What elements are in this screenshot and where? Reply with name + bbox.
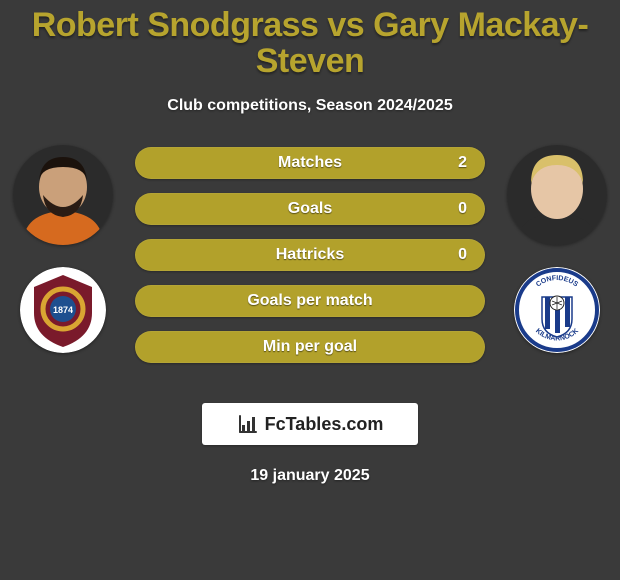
stat-bar: Goals 0 <box>135 193 485 225</box>
stat-bar-label: Matches <box>278 154 342 172</box>
stat-bar-value-right: 2 <box>458 154 467 172</box>
club-right-badge-svg: CONFIDEUS KILMARNOCK <box>514 267 600 353</box>
left-column: 1874 <box>8 145 118 353</box>
svg-text:1874: 1874 <box>53 305 73 315</box>
stat-bar-label: Goals per match <box>247 292 372 310</box>
footer-date: 19 january 2025 <box>0 467 620 485</box>
stat-bar-value-right: 0 <box>458 200 467 218</box>
stat-bar: Min per goal <box>135 331 485 363</box>
player-right-avatar <box>507 145 607 245</box>
player-left-avatar <box>13 145 113 245</box>
club-left-badge-svg: 1874 <box>20 267 106 353</box>
brand-badge: FcTables.com <box>202 403 418 445</box>
brand-chart-icon <box>237 413 259 435</box>
comparison-card: Robert Snodgrass vs Gary Mackay-Steven C… <box>0 0 620 580</box>
club-left-badge: 1874 <box>20 267 106 353</box>
right-column: CONFIDEUS KILMARNOCK <box>502 145 612 353</box>
stat-bar: Matches 2 <box>135 147 485 179</box>
club-right-badge: CONFIDEUS KILMARNOCK <box>514 267 600 353</box>
stat-bars: Matches 2 Goals 0 Hattricks 0 Goals per match M… <box>135 145 485 363</box>
stat-bar-value-right: 0 <box>458 246 467 264</box>
stat-bar-label: Hattricks <box>276 246 344 264</box>
stat-bar: Goals per match <box>135 285 485 317</box>
page-title: Robert Snodgrass vs Gary Mackay-Steven <box>0 0 620 83</box>
stat-bar-label: Goals <box>288 200 332 218</box>
player-left-avatar-svg <box>13 145 113 245</box>
brand-text: FcTables.com <box>265 414 384 435</box>
stat-bar: Hattricks 0 <box>135 239 485 271</box>
subtitle: Club competitions, Season 2024/2025 <box>0 97 620 115</box>
stat-bar-label: Min per goal <box>263 338 357 356</box>
player-right-avatar-svg <box>507 145 607 245</box>
content-area: 1874 CONFIDEUS <box>0 145 620 385</box>
